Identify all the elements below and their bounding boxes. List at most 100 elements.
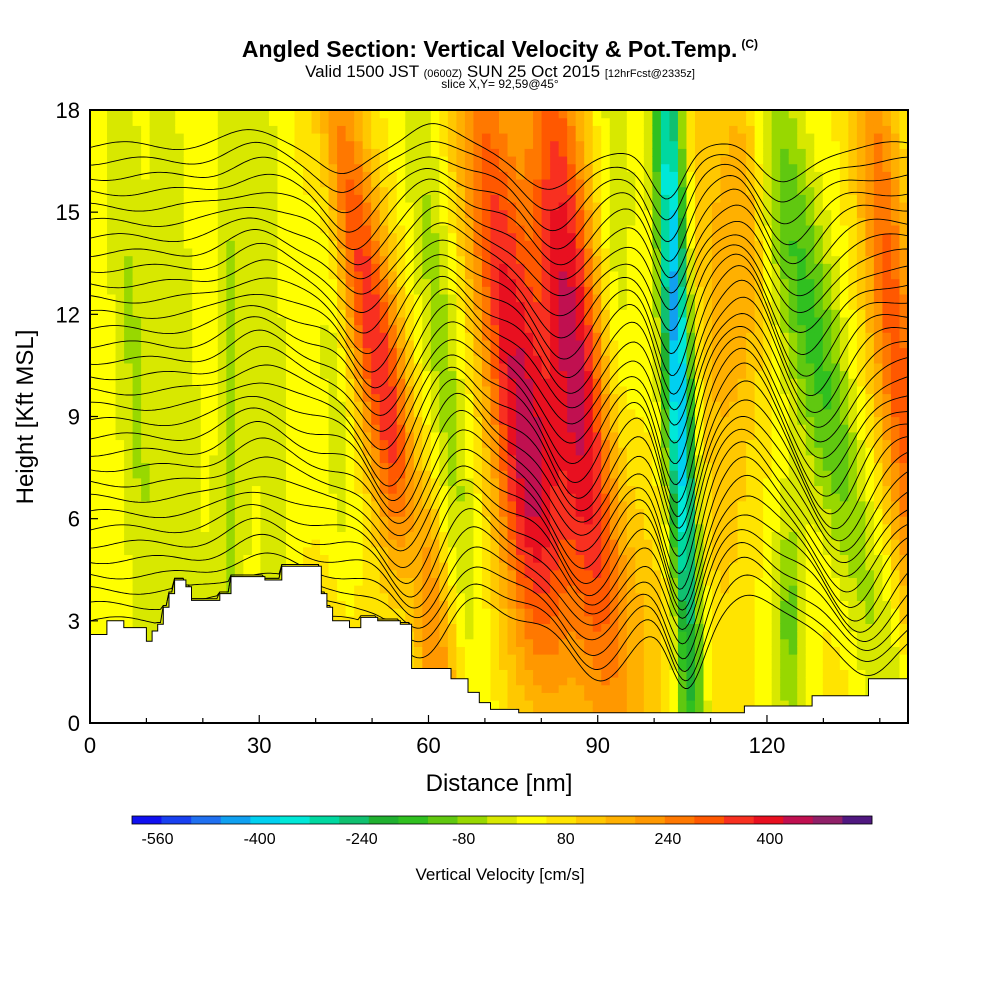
heatmap-cell (124, 546, 134, 556)
heatmap-cell (226, 263, 236, 272)
heatmap-cell (499, 255, 509, 264)
heatmap-cell (158, 186, 168, 195)
heatmap-cell (507, 447, 517, 456)
heatmap-cell (396, 516, 406, 525)
heatmap-cell (141, 431, 151, 441)
heatmap-cell (175, 470, 185, 479)
heatmap-cell (541, 140, 551, 149)
heatmap-cell (601, 278, 611, 287)
heatmap-cell (413, 462, 423, 471)
heatmap-cell (609, 155, 619, 165)
heatmap-cell (209, 439, 219, 448)
heatmap-cell (320, 439, 330, 448)
heatmap-cell (192, 378, 202, 387)
heatmap-cell (303, 516, 313, 525)
heatmap-cell (592, 355, 602, 364)
heatmap-cell (268, 523, 279, 533)
heatmap-cell (217, 523, 227, 533)
heatmap-cell (533, 661, 543, 670)
heatmap-cell (294, 493, 304, 502)
heatmap-cell (447, 378, 457, 387)
heatmap-cell (541, 125, 551, 134)
heatmap-cell (124, 577, 134, 586)
heatmap-cell (234, 140, 244, 149)
heatmap-cell (533, 209, 543, 218)
heatmap-cell (98, 378, 108, 387)
heatmap-cell (251, 546, 262, 556)
heatmap-cell (567, 554, 577, 563)
heatmap-cell (439, 117, 449, 126)
heatmap-cell (405, 523, 415, 533)
heatmap-cell (303, 286, 313, 295)
heatmap-cell (217, 148, 227, 157)
heatmap-cell (533, 171, 543, 180)
heatmap-cell (268, 278, 279, 287)
heatmap-cell (371, 493, 381, 502)
heatmap-cell (481, 631, 492, 640)
heatmap-cell (447, 592, 457, 601)
heatmap-cell (567, 516, 577, 525)
heatmap-cell (541, 500, 551, 510)
heatmap-cell (499, 263, 509, 272)
heatmap-cell (490, 140, 500, 149)
heatmap-cell (149, 493, 159, 502)
heatmap-cell (439, 585, 449, 594)
heatmap-cell (413, 615, 423, 624)
heatmap-cell (328, 585, 338, 594)
heatmap-cell (601, 355, 611, 364)
heatmap-cell (447, 562, 457, 571)
heatmap-cell (447, 477, 457, 487)
heatmap-cell (456, 110, 466, 119)
heatmap-cell (379, 370, 389, 379)
heatmap-cell (234, 224, 244, 234)
heatmap-cell (388, 493, 398, 502)
heatmap-cell (362, 523, 372, 533)
heatmap-cell (200, 562, 210, 571)
heatmap-cell (422, 661, 432, 670)
heatmap-cell (601, 255, 611, 264)
heatmap-cell (567, 324, 577, 333)
heatmap-cell (388, 608, 398, 617)
heatmap-cell (388, 178, 398, 188)
heatmap-cell (209, 247, 219, 257)
heatmap-cell (200, 209, 210, 218)
heatmap-cell (209, 316, 219, 326)
heatmap-cell (320, 554, 330, 563)
heatmap-cell (354, 255, 364, 264)
heatmap-cell (601, 286, 611, 295)
heatmap-cell (234, 401, 244, 410)
heatmap-cell (413, 209, 423, 218)
heatmap-cell (209, 293, 219, 303)
heatmap-cell (328, 439, 338, 448)
heatmap-cell (422, 140, 432, 149)
heatmap-cell (337, 447, 347, 456)
heatmap-cell (481, 608, 492, 617)
heatmap-cell (405, 600, 415, 609)
heatmap-cell (183, 523, 193, 533)
heatmap-cell (473, 677, 483, 686)
heatmap-cell (158, 370, 168, 379)
heatmap-cell (354, 232, 364, 241)
heatmap-cell (592, 500, 602, 510)
heatmap-cell (277, 263, 287, 272)
heatmap-cell (507, 615, 517, 624)
heatmap-cell (345, 447, 355, 456)
heatmap-cell (533, 600, 543, 609)
heatmap-cell (379, 454, 389, 464)
heatmap-cell (217, 516, 227, 525)
heatmap-cell (507, 125, 517, 134)
heatmap-cell (379, 408, 389, 418)
heatmap-cell (592, 592, 602, 601)
heatmap-cell (541, 585, 551, 594)
heatmap-cell (320, 569, 330, 579)
heatmap-cell (124, 539, 134, 548)
heatmap-cell (601, 140, 611, 149)
heatmap-cell (354, 117, 364, 126)
heatmap-cell (158, 562, 168, 571)
heatmap-cell (158, 309, 168, 318)
heatmap-cell (183, 324, 193, 333)
heatmap-cell (464, 516, 475, 525)
heatmap-cell (567, 531, 577, 540)
heatmap-cell (303, 293, 313, 303)
heatmap-cell (234, 447, 244, 456)
